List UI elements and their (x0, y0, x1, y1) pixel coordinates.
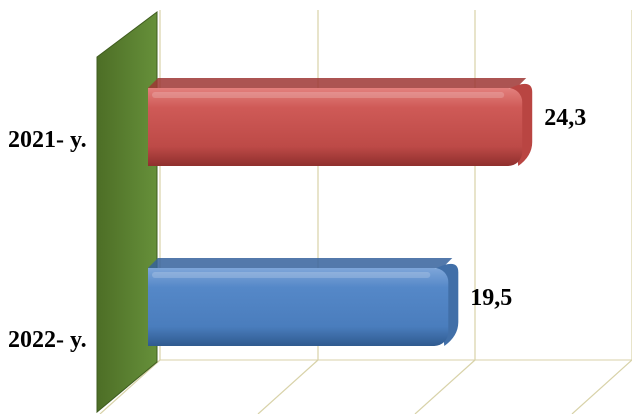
value-label: 19,5 (470, 285, 512, 311)
bar-left-edge (148, 268, 168, 346)
wall-panel (97, 12, 157, 412)
category-label: 2022- y. (8, 327, 87, 353)
bar-highlight (152, 272, 430, 278)
category-label: 2021- y. (8, 127, 87, 153)
floor-gridline (258, 360, 318, 414)
value-label: 24,3 (544, 105, 586, 131)
gridlines (100, 10, 632, 414)
bar-highlight (152, 92, 504, 98)
bar-2 (148, 258, 458, 346)
bar-top-face (148, 78, 526, 88)
chart-back-wall (97, 12, 157, 412)
floor-gridline (415, 360, 475, 414)
bar-front-face (148, 268, 448, 346)
bar-left-edge (148, 88, 168, 166)
bar-top-face (148, 258, 452, 268)
bar-1 (148, 78, 532, 166)
floor-gridline (572, 360, 632, 414)
bar-front-face (148, 88, 522, 166)
